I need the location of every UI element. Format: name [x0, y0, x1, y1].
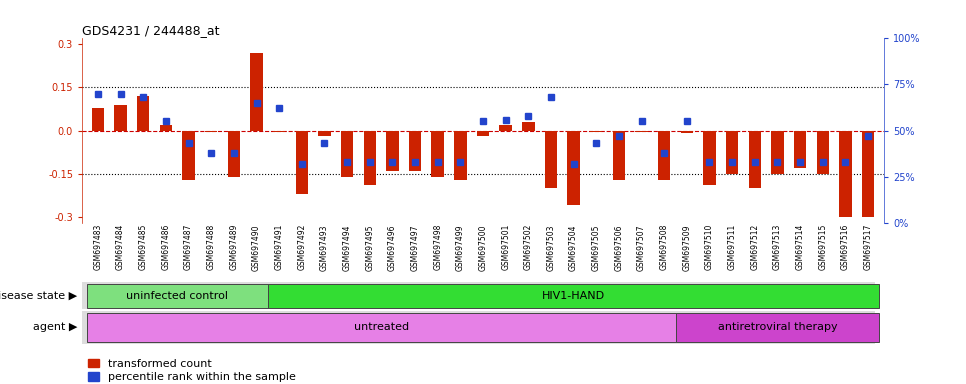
Bar [409, 131, 421, 171]
Text: HIV1-HAND: HIV1-HAND [542, 291, 605, 301]
Bar [771, 131, 783, 174]
Bar [567, 131, 580, 205]
Bar [862, 131, 874, 217]
Bar [92, 108, 104, 131]
Bar [250, 53, 263, 131]
Bar [725, 131, 738, 174]
Bar [87, 283, 268, 308]
Bar [675, 313, 879, 342]
Bar [499, 125, 512, 131]
Bar [703, 131, 716, 185]
Bar [159, 125, 172, 131]
Text: GDS4231 / 244488_at: GDS4231 / 244488_at [82, 24, 219, 37]
Bar [273, 131, 285, 132]
Bar [522, 122, 534, 131]
Bar [341, 131, 354, 177]
Text: disease state ▶: disease state ▶ [0, 291, 77, 301]
Bar [816, 131, 829, 174]
Bar [612, 131, 625, 180]
Text: agent ▶: agent ▶ [33, 322, 77, 333]
Bar [794, 131, 807, 168]
Bar [590, 131, 603, 132]
Legend: transformed count, percentile rank within the sample: transformed count, percentile rank withi… [88, 359, 296, 382]
Bar [296, 131, 308, 194]
Text: antiretroviral therapy: antiretroviral therapy [718, 322, 838, 333]
Bar [839, 131, 852, 217]
Bar [636, 131, 648, 132]
Bar [363, 131, 376, 185]
Bar [114, 104, 127, 131]
Bar [205, 131, 217, 132]
Bar [545, 131, 557, 188]
Text: uninfected control: uninfected control [127, 291, 228, 301]
Bar [228, 131, 241, 177]
Bar [386, 131, 399, 171]
Bar [681, 131, 693, 134]
Bar [318, 131, 330, 136]
Bar [454, 131, 467, 180]
Bar [749, 131, 761, 188]
Text: untreated: untreated [354, 322, 409, 333]
Bar [87, 313, 675, 342]
Bar [477, 131, 489, 136]
Bar [432, 131, 444, 177]
Bar [137, 96, 150, 131]
Bar [183, 131, 195, 180]
Bar [268, 283, 879, 308]
Bar [658, 131, 670, 180]
